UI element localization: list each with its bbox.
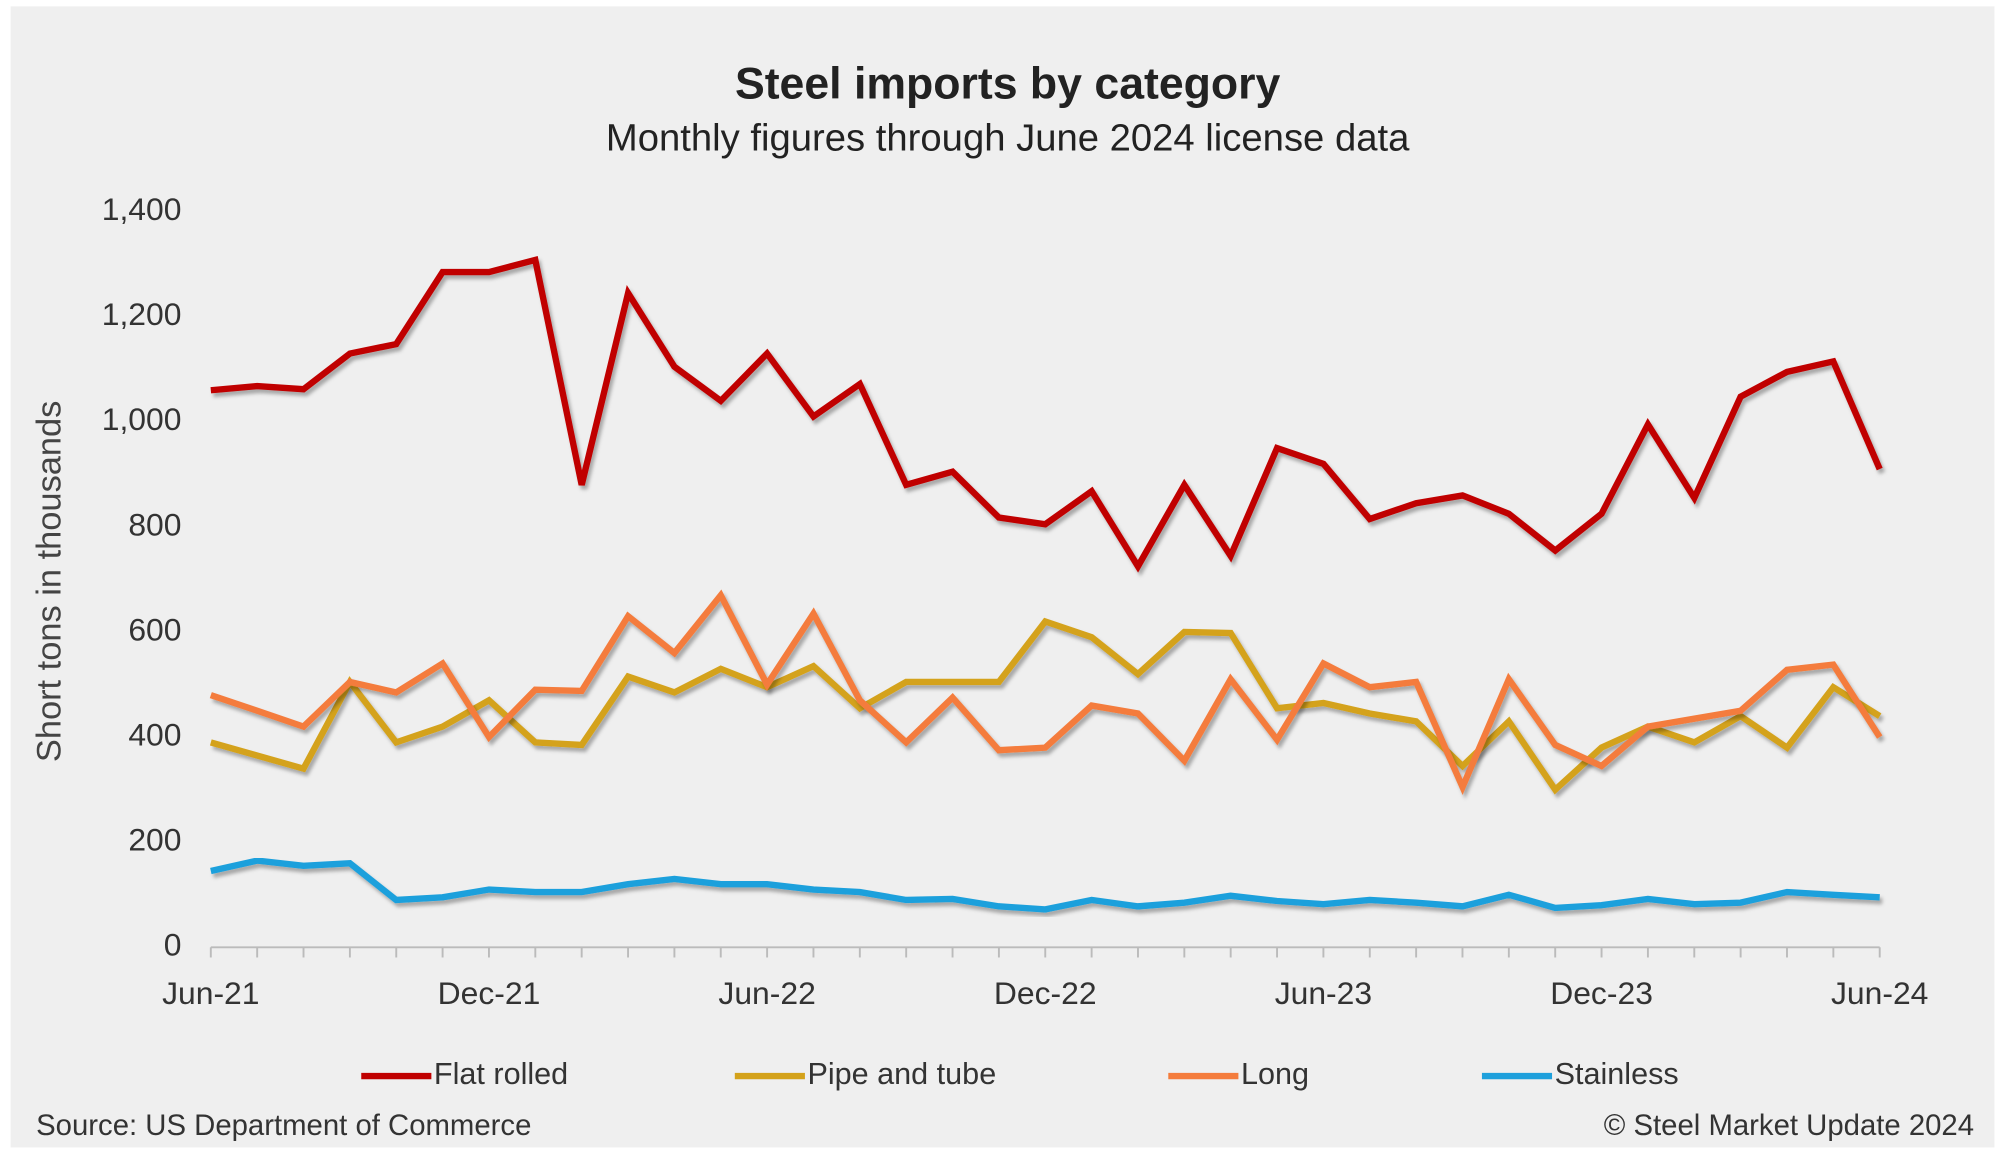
- chart-subtitle: Monthly figures through June 2024 licens…: [606, 116, 1410, 159]
- y-tick-label: 1,200: [102, 296, 182, 332]
- y-tick-label: 600: [128, 611, 181, 647]
- x-tick-label: Dec-22: [994, 975, 1097, 1011]
- background: [10, 6, 1995, 1148]
- y-tick-label: 0: [164, 927, 182, 963]
- legend-item: Pipe and tube: [734, 1057, 996, 1091]
- legend-label: Pipe and tube: [807, 1057, 996, 1091]
- y-tick-label: 1,000: [102, 401, 182, 437]
- copyright: © Steel Market Update 2024: [1604, 1109, 1974, 1142]
- y-axis-label: Short tons in thousands: [31, 401, 69, 763]
- legend-label: Stainless: [1555, 1057, 1679, 1091]
- x-tick-label: Jun-24: [1831, 975, 1928, 1011]
- x-tick-label: Dec-23: [1550, 975, 1653, 1011]
- line-series: [210, 857, 1880, 913]
- line-series: [210, 256, 1883, 573]
- legend-item: Long: [1168, 1057, 1309, 1091]
- line-series: [209, 589, 1883, 796]
- legend-item: Flat rolled: [361, 1057, 568, 1091]
- source: Source: US Department of Commerce: [36, 1109, 531, 1142]
- line-series: [209, 617, 1882, 795]
- x-tick-label: Jun-22: [718, 975, 815, 1011]
- x-tick-label: Dec-21: [438, 975, 541, 1011]
- y-tick-label: 200: [128, 822, 181, 858]
- y-tick-label: 400: [128, 717, 181, 753]
- x-tick-label: Jun-21: [162, 975, 259, 1011]
- x-tick-label: Jun-23: [1275, 975, 1372, 1011]
- legend-label: Long: [1241, 1057, 1309, 1091]
- y-tick-label: 1,400: [102, 191, 182, 227]
- legend-label: Flat rolled: [434, 1057, 568, 1091]
- legend-item: Stainless: [1481, 1057, 1679, 1091]
- chart-title: Steel imports by category: [735, 59, 1281, 108]
- y-tick-label: 800: [128, 506, 181, 542]
